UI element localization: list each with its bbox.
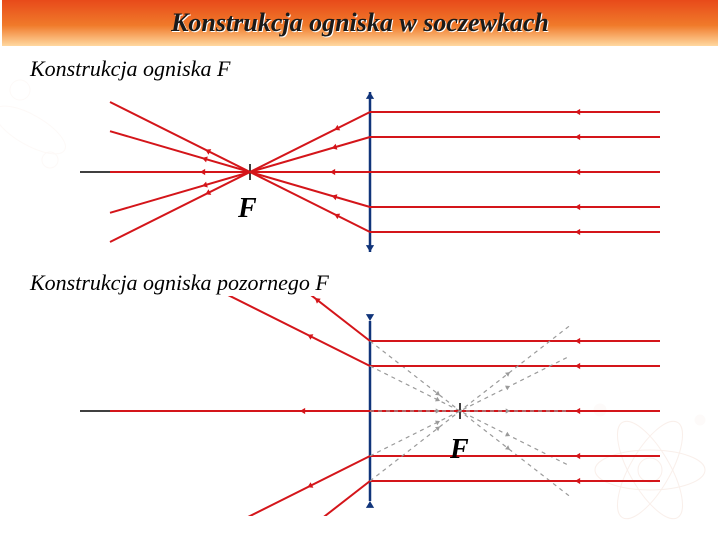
diagram-converging-lens: F (0, 82, 720, 262)
subtitle-diverging: Konstrukcja ogniska pozornego F (30, 270, 720, 296)
page-title: Konstrukcja ogniska w soczewkach (171, 8, 549, 38)
svg-text:F: F (237, 193, 257, 224)
svg-text:F: F (449, 434, 469, 465)
title-bar: Konstrukcja ogniska w soczewkach (0, 0, 720, 48)
diagram-diverging-lens: F (0, 296, 720, 516)
subtitle-converging: Konstrukcja ogniska F (30, 56, 720, 82)
